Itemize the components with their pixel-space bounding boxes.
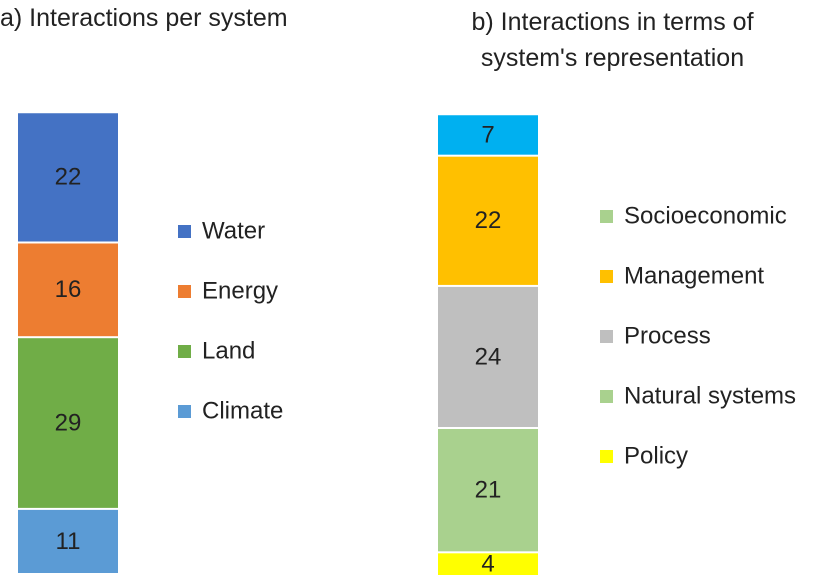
bar-segment (438, 553, 538, 575)
legend-swatch (600, 450, 613, 463)
legend-label: Energy (202, 277, 278, 304)
data-label: 22 (55, 164, 82, 191)
bar-segment (438, 286, 538, 427)
chart-title: a) Interactions per system (0, 4, 288, 32)
data-label: 21 (475, 477, 502, 504)
bar-segment (18, 113, 118, 242)
legend-label: Management (624, 262, 764, 289)
legend-label: Water (202, 217, 265, 244)
legend-swatch (178, 285, 191, 298)
data-label: 29 (55, 409, 82, 436)
data-label: 24 (475, 343, 502, 370)
data-label: 16 (55, 276, 82, 303)
chart-title: b) Interactions in terms of system's rep… (471, 8, 754, 72)
bar-segment (18, 509, 118, 573)
legend-swatch (600, 330, 613, 343)
data-label: 22 (475, 207, 502, 234)
legend-swatch (178, 225, 191, 238)
data-label: 7 (481, 121, 494, 148)
legend-label: Policy (624, 442, 688, 469)
data-label: 11 (56, 528, 81, 555)
bar-segment (438, 429, 538, 552)
data-label: 4 (481, 551, 494, 578)
bar-segment (18, 243, 118, 337)
legend-swatch (178, 405, 191, 418)
legend-label: Land (202, 337, 255, 364)
legend-label: Climate (202, 397, 283, 424)
legend-swatch (600, 210, 613, 223)
legend-label: Natural systems (624, 382, 796, 409)
legend-swatch (600, 270, 613, 283)
legend-label: Socioeconomic (624, 202, 787, 229)
legend-swatch (600, 390, 613, 403)
legend-label: Process (624, 322, 711, 349)
bar-segment (18, 338, 118, 508)
legend-swatch (178, 345, 191, 358)
bar-segment (438, 115, 538, 155)
bar-segment (438, 156, 538, 285)
